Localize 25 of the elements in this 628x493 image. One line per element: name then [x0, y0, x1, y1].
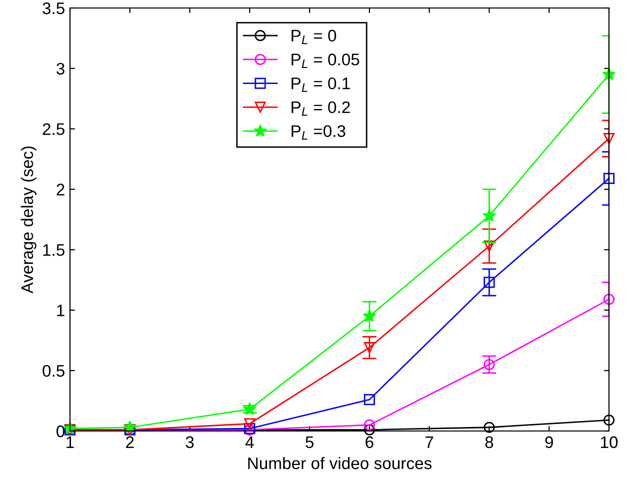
x-tick-label: 7 [426, 436, 434, 448]
x-tick-label: 2 [126, 436, 134, 448]
x-tick-label: 3 [186, 436, 194, 448]
x-tick-label: 1 [66, 436, 74, 448]
legend-label: P$_{L}$ =0.3 [292, 125, 346, 140]
y-tick-label: 1 [57, 304, 64, 316]
x-tick-label: 9 [545, 436, 553, 448]
x-tick-label: 8 [485, 436, 494, 448]
y-tick-label: 1.5 [43, 244, 64, 256]
legend-label: P$_{L}$ = 0.1 [292, 77, 350, 92]
y-tick-label: 2.5 [42, 123, 64, 136]
x-tick-label: 5 [306, 436, 314, 448]
y-axis-title: Average delay (sec) [20, 146, 36, 294]
x-tick-label: 10 [601, 436, 618, 448]
y-tick-label: 0 [56, 425, 64, 438]
legend-label: P$_{L}$ = 0 [292, 30, 336, 44]
y-tick-label: 3 [56, 62, 64, 75]
y-tick-label: 3.5 [42, 2, 64, 14]
x-tick-label: 4 [245, 436, 254, 448]
x-axis-title: Number of video sources [248, 456, 432, 470]
y-tick-label: 2 [56, 184, 64, 196]
x-tick-label: 6 [366, 436, 374, 448]
legend-label: P$_{L}$ = 0.05 [292, 54, 360, 68]
legend-label: P$_{L}$ = 0.2 [292, 101, 350, 116]
y-tick-label: 0.5 [42, 364, 64, 377]
